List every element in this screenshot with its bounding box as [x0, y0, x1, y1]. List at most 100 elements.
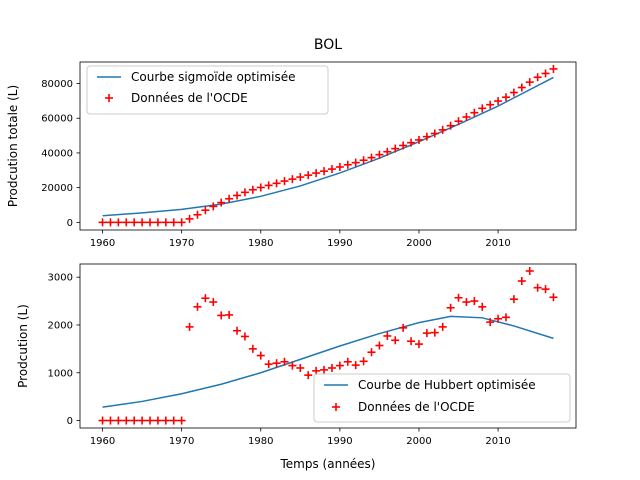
top-legend-marker-swatch	[105, 94, 113, 102]
bottom-data-point	[122, 416, 131, 425]
bottom-y-axis-label: Prodcution (L)	[16, 304, 30, 388]
top-data-point	[225, 194, 234, 203]
top-data-point	[209, 202, 218, 211]
top-data-point	[272, 179, 281, 188]
bottom-data-point	[272, 359, 281, 368]
top-data-point	[106, 218, 115, 227]
bottom-data-point	[327, 363, 336, 372]
bottom-data-point	[304, 371, 313, 380]
top-data-point	[446, 121, 455, 130]
bottom-legend-box	[313, 373, 571, 423]
top-x-tick-label: 2010	[485, 238, 510, 249]
top-data-point	[367, 153, 376, 162]
top-data-point	[98, 218, 107, 227]
bottom-data-point	[525, 266, 534, 275]
top-plot-area	[98, 64, 558, 227]
bottom-data-point	[138, 416, 147, 425]
bottom-data-point	[470, 297, 479, 306]
bottom-x-tick-label: 1980	[248, 436, 273, 447]
bottom-data-point	[391, 336, 400, 345]
top-data-point	[414, 135, 423, 144]
bottom-data-point	[146, 416, 155, 425]
top-data-point	[478, 104, 487, 113]
top-fitted-curve-line	[102, 76, 554, 217]
top-data-point	[233, 191, 242, 200]
top-legend-box	[86, 65, 329, 115]
top-data-point	[288, 175, 297, 184]
top-data-point	[177, 218, 186, 227]
top-x-tick-label: 1960	[90, 238, 115, 249]
top-data-point	[541, 69, 550, 78]
bottom-data-point	[399, 323, 408, 332]
top-data-point	[533, 73, 542, 82]
bottom-y-tick-label: 1000	[48, 368, 73, 379]
bottom-subplot: 1960 1970 1980 1990 2000 2010 0 1000 2000 3000 Pr…	[16, 263, 577, 471]
top-x-tick-label: 1980	[248, 238, 273, 249]
bottom-data-point	[422, 329, 431, 338]
top-data-point	[146, 218, 155, 227]
bottom-data-point	[446, 303, 455, 312]
top-subplot: BOL 1960 1970 1980 1990 2000 2010 0 20000 40000 6…	[6, 37, 577, 249]
top-data-point	[280, 177, 289, 186]
top-y-tick-label: 80000	[41, 79, 73, 90]
top-data-point	[343, 160, 352, 169]
top-data-point	[501, 93, 510, 102]
top-data-point	[454, 117, 463, 126]
top-data-point	[462, 113, 471, 122]
bottom-legend-ocde-label: Données de l'OCDE	[358, 400, 475, 414]
bottom-data-point	[264, 360, 273, 369]
bottom-data-point	[114, 416, 123, 425]
bottom-data-point	[351, 361, 360, 370]
top-data-point	[312, 169, 321, 178]
top-legend-ocde-label: Données de l'OCDE	[131, 91, 248, 105]
bottom-data-point	[98, 416, 107, 425]
top-x-tick-label: 1970	[169, 238, 194, 249]
top-data-point	[335, 163, 344, 171]
top-data-point	[296, 173, 305, 182]
top-data-point	[327, 165, 336, 174]
top-x-tick-label: 2000	[406, 238, 431, 249]
bottom-data-point	[161, 416, 170, 425]
chart-title: BOL	[314, 37, 342, 53]
bottom-data-point	[240, 332, 249, 341]
top-data-point	[320, 167, 329, 176]
top-data-point	[430, 129, 439, 138]
bottom-x-tick-label: 1990	[327, 436, 352, 447]
bottom-data-point	[320, 365, 329, 374]
bottom-data-point	[185, 322, 194, 331]
top-data-point	[517, 83, 526, 92]
bottom-plot-area	[98, 266, 558, 425]
top-y-tick-label: 40000	[41, 148, 73, 159]
bottom-data-point	[312, 366, 321, 375]
bottom-fitted-curve-line	[102, 315, 554, 408]
bottom-data-point	[130, 416, 139, 425]
bottom-x-tick-label: 1960	[90, 436, 115, 447]
top-x-tick-label: 1990	[327, 238, 352, 249]
top-data-point	[240, 188, 249, 197]
bottom-data-point	[383, 331, 392, 340]
bottom-legend-hubbert-label: Courbe de Hubbert optimisée	[358, 378, 536, 392]
top-data-point	[161, 218, 170, 227]
bottom-data-point	[248, 344, 257, 353]
bottom-y-tick-label: 2000	[48, 320, 73, 331]
top-data-point	[185, 214, 194, 223]
bottom-ticks: 1960 1970 1980 1990 2000 2010 0 1000 2000 3000	[48, 273, 511, 447]
bottom-x-tick-label: 2010	[485, 436, 510, 447]
bottom-data-point	[407, 337, 416, 346]
top-ticks: 1960 1970 1980 1990 2000 2010 0 20000 40000 60000…	[41, 79, 511, 249]
bottom-data-point	[533, 283, 542, 292]
top-data-point	[351, 158, 360, 167]
bottom-data-point	[343, 357, 352, 366]
top-axes-frame	[79, 61, 577, 231]
top-data-point	[201, 206, 210, 215]
top-data-point	[470, 108, 479, 117]
bottom-data-point	[177, 416, 186, 425]
top-data-point	[509, 88, 518, 97]
top-data-point	[525, 78, 534, 87]
top-data-point	[264, 181, 273, 190]
top-data-point	[169, 218, 178, 227]
top-data-point	[153, 218, 162, 227]
bottom-y-tick-label: 3000	[48, 273, 73, 284]
top-data-point	[438, 125, 447, 134]
